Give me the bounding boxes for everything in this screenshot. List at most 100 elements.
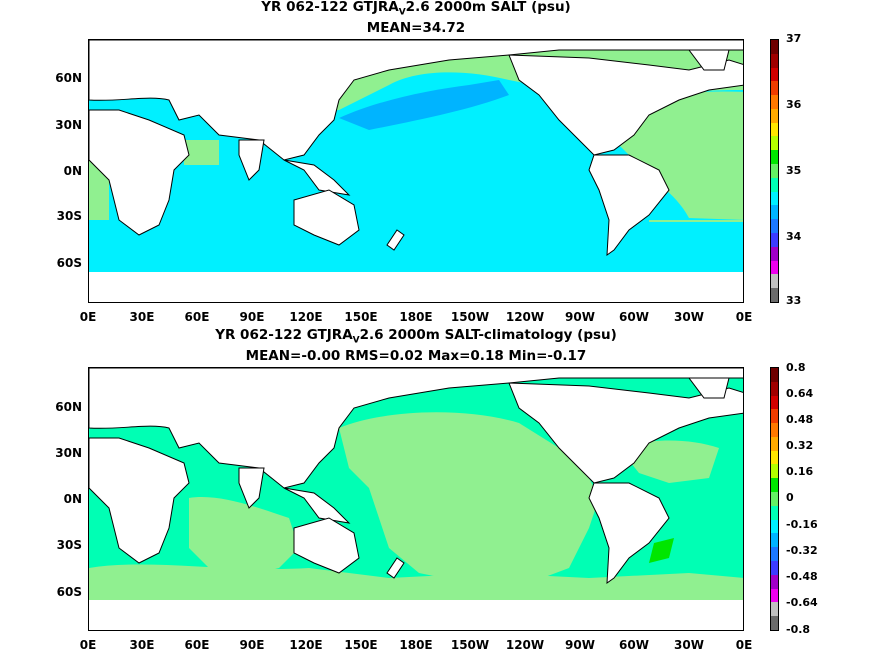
panel2-land-nz [386, 557, 405, 579]
panel2-cbar-label-1: 0.64 [786, 387, 814, 400]
panel1-title-post: 2.6 2000m SALT (psu) [405, 0, 571, 15]
panel1-lat-30n: 30N [55, 118, 82, 132]
panel2-colorbar-swatch [771, 533, 778, 548]
panel2-cbar-label-6: -0.16 [786, 518, 818, 531]
panel1-colorbar [770, 39, 779, 303]
panel2-cbar-label-3: 0.32 [786, 439, 814, 452]
panel2-colorbar-swatch [771, 519, 778, 534]
panel1-lon-7: 150W [450, 310, 490, 324]
panel2-cbar-label-0: 0.8 [786, 361, 806, 374]
panel2-lon-6: 180E [399, 638, 433, 652]
panel1-colorbar-swatch [771, 164, 778, 178]
panel2-lon-2: 60E [184, 638, 210, 652]
panel2-land-india [238, 467, 265, 509]
panel2-title: YR 062-122 GTJRAV2.6 2000m SALT-climatol… [88, 327, 744, 349]
panel1-colorbar-swatch [771, 219, 778, 233]
panel1-lon-2: 60E [184, 310, 210, 324]
panel2-natl-anom [619, 440, 719, 483]
panel2-lon-4: 120E [289, 638, 323, 652]
panel1-cbar-label-2: 35 [786, 164, 802, 177]
panel2-lon-12: 0E [735, 638, 753, 652]
panel2-lon-7: 150W [450, 638, 490, 652]
panel1-colorbar-swatch [771, 136, 778, 151]
panel1-lon-10: 60W [619, 310, 649, 324]
panel1-lon-3: 90E [239, 310, 265, 324]
panel1-cbar-label-4: 33 [786, 294, 802, 307]
panel2-colorbar-swatch [771, 464, 778, 479]
panel2-lon-5: 150E [344, 638, 378, 652]
panel2-cbar-label-9: -0.64 [786, 596, 818, 609]
panel1-lon-12: 0E [735, 310, 753, 324]
panel1-colorbar-swatch [771, 232, 778, 247]
panel1-arabian-salt [184, 140, 219, 165]
panel1-southern-band [89, 222, 743, 272]
panel1-cbar-label-1: 36 [786, 98, 802, 111]
panel2-land-greenland [688, 377, 730, 399]
panel2-lon-1: 30E [129, 638, 155, 652]
panel2-lat-30s: 30S [56, 538, 82, 552]
panel1-colorbar-swatch [771, 122, 778, 137]
panel1-npac-fresh [339, 80, 509, 130]
panel2-title-pre: YR 062-122 GTJRA [215, 327, 353, 343]
panel1-cbar-label-0: 37 [786, 32, 802, 45]
panel1-lon-11: 30W [674, 310, 704, 324]
panel2-land-africa [89, 437, 190, 564]
panel2-satl-anom [649, 538, 674, 563]
panel2-colorbar-swatch [771, 450, 778, 465]
panel1-colorbar-swatch [771, 40, 778, 54]
panel1-lon-0: 0E [79, 310, 97, 324]
panel2-colorbar-swatch [771, 547, 778, 561]
panel2-land-eurasia [89, 368, 743, 489]
panel1-colorbar-swatch [771, 205, 778, 220]
panel1-map-graphic [89, 40, 743, 302]
panel2-lon-8: 120W [505, 638, 545, 652]
panel1-colorbar-swatch [771, 274, 778, 289]
panel2-colorbar-swatch [771, 588, 778, 603]
panel1-land-greenland [688, 49, 730, 71]
panel2-colorbar-swatch [771, 409, 778, 424]
panel1-map [88, 39, 744, 303]
panel2-lat-60n: 60N [55, 400, 82, 414]
panel2-title-post: 2.6 2000m SALT-climatology (psu) [359, 327, 617, 343]
panel2-land-australia [293, 517, 360, 574]
panel1-subtitle: MEAN=34.72 [366, 20, 466, 36]
panel2-colorbar-swatch [771, 505, 778, 520]
panel1-colorbar-swatch [771, 177, 778, 192]
panel1-lon-5: 150E [344, 310, 378, 324]
panel2-lat-0n: 0N [63, 492, 82, 506]
panel2-title-sub: V [352, 335, 360, 346]
panel1-lat-60s: 60S [56, 256, 82, 270]
panel2-lat-30n: 30N [55, 446, 82, 460]
panel2-lon-9: 90W [565, 638, 595, 652]
panel2-colorbar-swatch [771, 368, 778, 382]
panel2-cbar-label-2: 0.48 [786, 413, 814, 426]
panel2-cbar-label-5: 0 [786, 491, 794, 504]
panel1-lat-30s: 30S [56, 209, 82, 223]
panel2-land-namerica [508, 382, 743, 484]
panel2-colorbar-swatch [771, 616, 778, 630]
panel1-colorbar-swatch [771, 81, 778, 96]
panel1-lon-6: 180E [399, 310, 433, 324]
panel2-cbar-label-7: -0.32 [786, 544, 818, 557]
panel2-lon-0: 0E [79, 638, 97, 652]
panel2-colorbar-swatch [771, 560, 778, 575]
panel2-colorbar-swatch [771, 436, 778, 451]
panel2-map-graphic [89, 368, 743, 630]
panel2-colorbar-swatch [771, 478, 778, 493]
panel2-cbar-label-8: -0.48 [786, 570, 818, 583]
panel1-lat-0n: 0N [63, 164, 82, 178]
panel1-land-namerica [508, 54, 743, 156]
panel2-pacific-anom [339, 412, 599, 583]
panel1-title-pre: YR 062-122 GTJRA [261, 0, 399, 15]
panel1-colorbar-swatch [771, 191, 778, 206]
panel1-lat-60n: 60N [55, 71, 82, 85]
panel2-colorbar-swatch [771, 602, 778, 617]
panel1-land-seasia [283, 159, 351, 196]
panel2-colorbar-swatch [771, 574, 778, 589]
panel1-colorbar-swatch [771, 67, 778, 82]
panel1-land-nz [386, 229, 405, 251]
panel2-colorbar [770, 367, 779, 631]
panel1-title: YR 062-122 GTJRAV2.6 2000m SALT (psu) [88, 0, 744, 21]
panel2-colorbar-swatch [771, 395, 778, 410]
panel1-lon-8: 120W [505, 310, 545, 324]
